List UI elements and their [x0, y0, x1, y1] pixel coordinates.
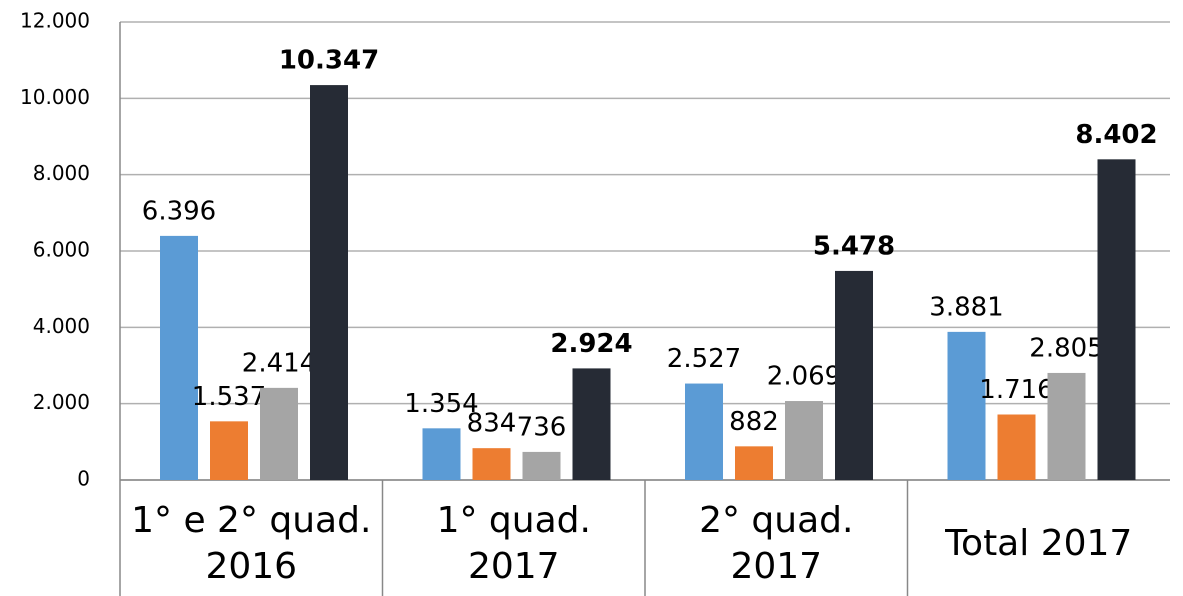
bar: [1097, 159, 1136, 480]
data-label: 6.396: [142, 196, 216, 226]
y-tick-label: 4.000: [33, 314, 90, 338]
bar: [210, 421, 248, 480]
data-label: 2.924: [550, 329, 632, 359]
bar: [422, 428, 461, 480]
data-label: 736: [517, 412, 567, 442]
data-label: 2.527: [667, 344, 741, 374]
bar: [997, 414, 1036, 480]
data-label: 1.354: [404, 389, 478, 419]
bar: [835, 270, 873, 480]
bar: [472, 448, 511, 480]
data-label: 834: [467, 409, 517, 439]
y-tick-label: 12.000: [20, 9, 90, 33]
x-tick-label: Total 2017: [945, 523, 1133, 564]
bar: [160, 235, 198, 480]
y-tick-label: 0: [77, 467, 90, 491]
bar: [572, 368, 611, 480]
data-label: 2.414: [242, 348, 316, 378]
y-tick-label: 8.000: [33, 161, 90, 185]
data-label: 1.716: [979, 375, 1053, 405]
data-label: 5.478: [813, 231, 895, 261]
y-tick-label: 6.000: [33, 238, 90, 262]
data-label: 3.881: [929, 292, 1003, 322]
x-tick-label: 1° e 2° quad. 2016: [131, 500, 372, 587]
bar: [1047, 372, 1086, 480]
bar: [947, 331, 986, 480]
bar: [735, 446, 773, 480]
data-label: 8.402: [1075, 120, 1157, 150]
data-label: 1.537: [192, 382, 266, 412]
data-label: 882: [729, 407, 779, 437]
data-label: 2.805: [1029, 333, 1103, 363]
bar: [260, 387, 298, 480]
y-tick-label: 10.000: [20, 85, 90, 109]
bar: [685, 383, 723, 480]
data-label: 2.069: [767, 362, 841, 392]
bar: [310, 85, 348, 480]
data-label: 10.347: [279, 46, 379, 76]
y-tick-label: 2.000: [33, 390, 90, 414]
x-tick-label: 2° quad. 2017: [699, 500, 854, 587]
bar: [522, 451, 561, 480]
bar: [785, 401, 823, 480]
x-tick-label: 1° quad. 2017: [436, 500, 591, 587]
